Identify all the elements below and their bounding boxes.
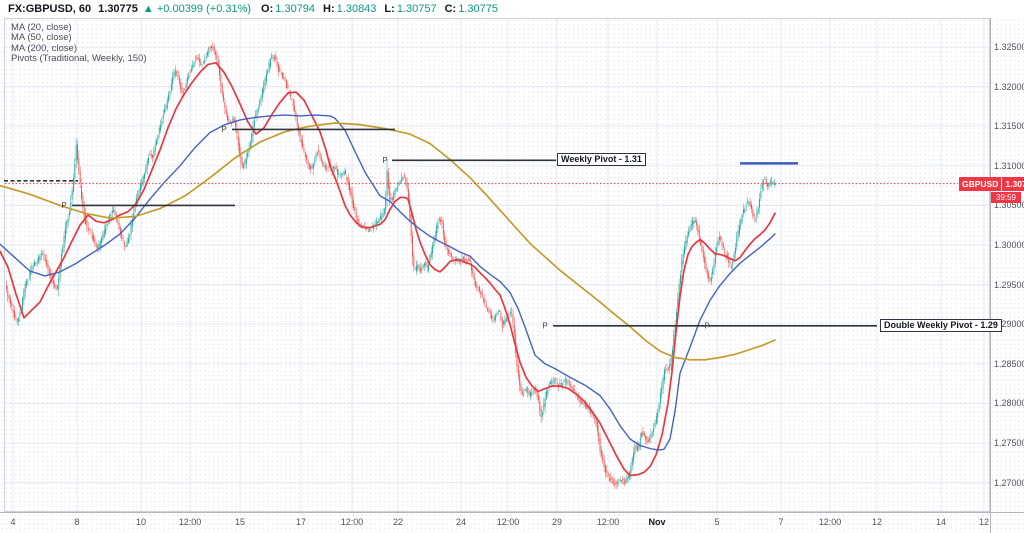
gridlines: [5, 19, 989, 511]
price-axis-label[interactable]: 1.29500: [994, 279, 1024, 290]
candle-countdown: 39:59: [991, 192, 1021, 203]
legend-item-ma20[interactable]: MA (20, close): [11, 22, 72, 33]
ohlc-high: H: 1.30843: [323, 3, 377, 15]
badge-price: 1.30775: [1002, 177, 1024, 191]
last-price: 1.30775: [98, 3, 138, 15]
up-arrow-icon: ▲: [142, 3, 154, 15]
time-axis-label[interactable]: 5: [714, 517, 720, 527]
badge-symbol: GBPUSD: [959, 177, 1002, 191]
price-axis-label[interactable]: 1.31000: [994, 160, 1024, 171]
time-axis-label[interactable]: 12:00: [496, 517, 520, 527]
price-change: ▲ +0.00399 (+0.31%): [143, 3, 251, 15]
pivot-p-marker: P: [221, 125, 226, 134]
pivot-p-marker: P: [61, 201, 66, 210]
time-axis-label[interactable]: 29: [551, 517, 563, 527]
ohlc-close: C: 1.30775: [444, 3, 498, 15]
price-axis-label[interactable]: 1.31500: [994, 121, 1024, 132]
time-axis-label[interactable]: 10: [135, 517, 147, 527]
ohlc-open: O: 1.30794: [261, 3, 316, 15]
time-axis-label[interactable]: 12: [978, 517, 990, 527]
symbol-info-bar: FX:GBPUSD, 60 1.30775 ▲ +0.00399 (+0.31%…: [0, 0, 1024, 18]
time-axis-label[interactable]: 12:00: [340, 517, 364, 527]
ohlc-low: L: 1.30757: [384, 3, 437, 15]
time-axis-divider: [0, 512, 1024, 513]
time-axis-label[interactable]: Nov: [648, 517, 666, 527]
chart-background: [0, 18, 1024, 533]
price-axis-label[interactable]: 1.29000: [994, 319, 1024, 330]
pivot-p-marker: P: [542, 322, 547, 331]
price-axis-label[interactable]: 1.32000: [994, 81, 1024, 92]
pivot-lines: P P P P P: [4, 125, 877, 331]
time-axis-label[interactable]: 7: [778, 517, 784, 527]
time-axis-label[interactable]: 12: [871, 517, 883, 527]
time-axis-label[interactable]: 22: [392, 517, 404, 527]
legend-item-ma200[interactable]: MA (200, close): [11, 42, 77, 54]
legend-item-pivots[interactable]: Pivots (Traditional, Weekly, 150): [11, 52, 147, 64]
candles-series: [6, 42, 777, 490]
time-axis-label[interactable]: 17: [295, 517, 307, 527]
current-price-badge: GBPUSD 1.30775: [959, 177, 1024, 191]
pivot-p-marker: P: [704, 322, 709, 331]
price-axis-label[interactable]: 1.30500: [994, 200, 1024, 211]
price-axis-label[interactable]: 1.32500: [994, 42, 1024, 52]
plot-border: [4, 18, 990, 512]
time-axis-label[interactable]: 4: [10, 517, 16, 527]
legend-item-ma50[interactable]: MA (50, close): [11, 32, 72, 44]
ma-50-line: [0, 114, 776, 451]
indicator-legend: MA (20, close) MA (50, close) MA (200, c…: [11, 22, 147, 64]
ma-200-line: [0, 122, 776, 361]
double-weekly-pivot-label[interactable]: Double Weekly Pivot - 1.29: [880, 318, 1002, 332]
change-value: +0.00399 (+0.31%): [156, 3, 252, 15]
price-axis-label[interactable]: 1.27500: [994, 438, 1024, 448]
symbol-title[interactable]: FX:GBPUSD, 60: [8, 3, 92, 15]
time-axis-label[interactable]: 12:00: [818, 517, 842, 527]
time-axis-label[interactable]: 12:00: [178, 517, 202, 527]
price-axis-label[interactable]: 1.28000: [994, 398, 1024, 409]
ma-20-line: [0, 61, 776, 477]
price-axis-label[interactable]: 1.28500: [994, 358, 1024, 369]
time-axis-label[interactable]: 15: [234, 517, 246, 527]
time-axis-label[interactable]: 8: [74, 517, 80, 527]
time-axis-label[interactable]: 12:00: [596, 517, 620, 527]
time-axis-label[interactable]: 24: [455, 517, 467, 527]
time-axis-label[interactable]: 14: [935, 517, 947, 527]
price-axis-label[interactable]: 1.27000: [994, 477, 1024, 488]
price-axis-label[interactable]: 1.30000: [994, 240, 1024, 250]
price-axis-divider: [990, 18, 991, 533]
pivot-p-marker: P: [382, 156, 387, 165]
weekly-pivot-label[interactable]: Weekly Pivot - 1.31: [557, 153, 646, 167]
